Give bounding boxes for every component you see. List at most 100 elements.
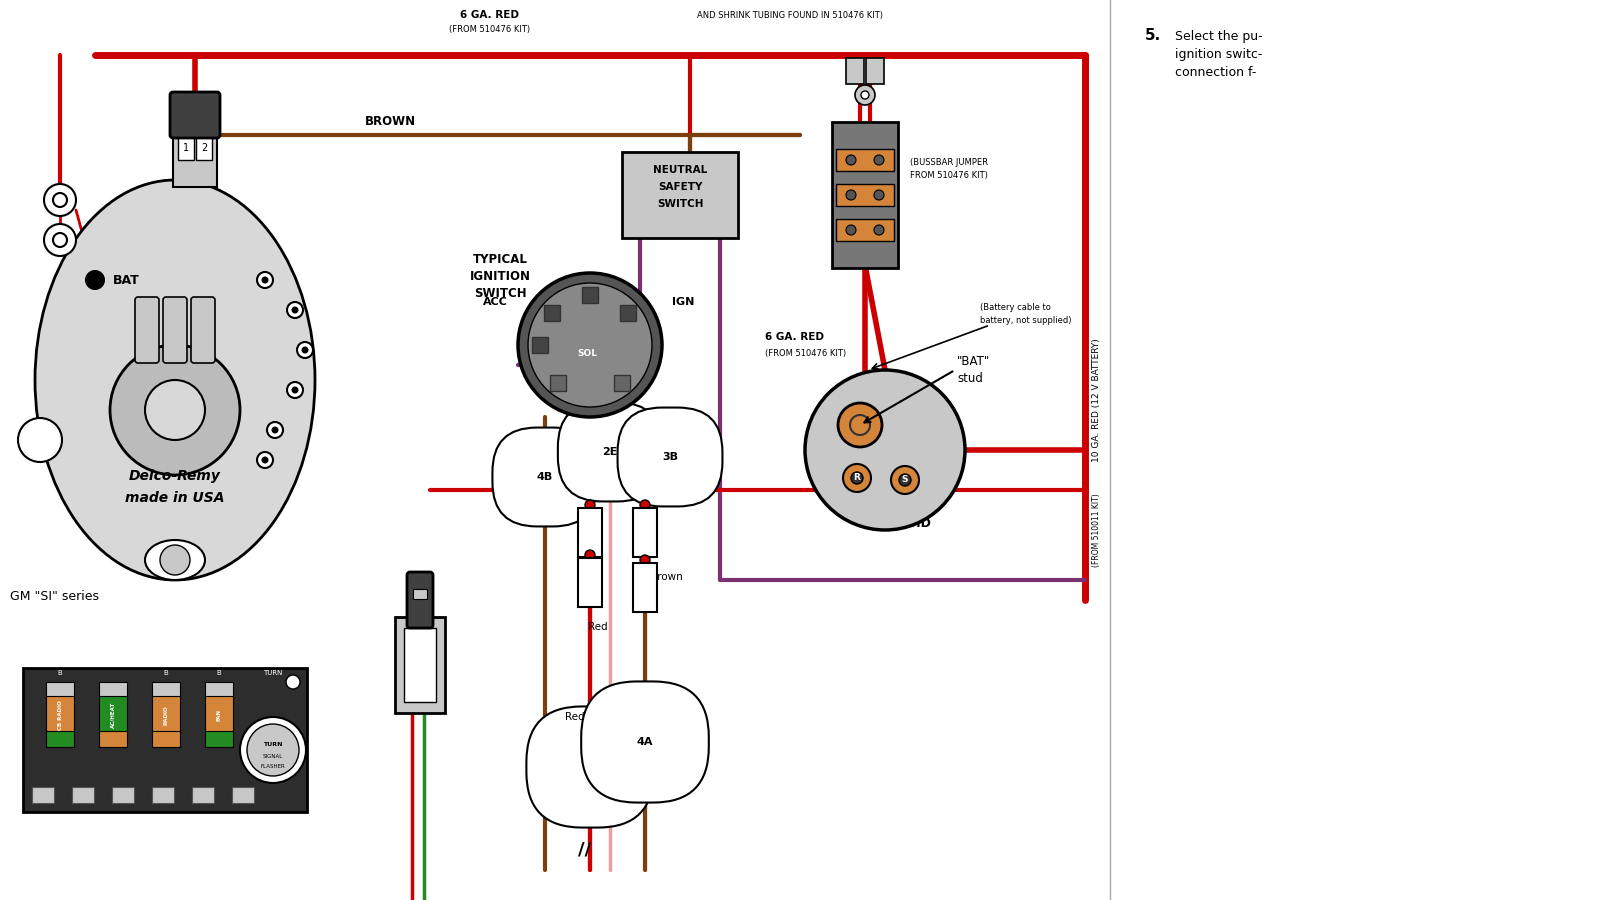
FancyBboxPatch shape: [403, 628, 435, 702]
Text: R: R: [853, 473, 861, 482]
Circle shape: [286, 675, 301, 689]
FancyBboxPatch shape: [634, 563, 658, 612]
Text: connection f-: connection f-: [1174, 66, 1256, 79]
Text: SWITCH: SWITCH: [474, 287, 526, 300]
Text: 10 GA. RED (12 V BATTERY): 10 GA. RED (12 V BATTERY): [1093, 338, 1101, 462]
Text: NEUTRAL: NEUTRAL: [653, 165, 707, 175]
Circle shape: [53, 193, 67, 207]
Text: 4B: 4B: [538, 472, 554, 482]
Text: BAT: BAT: [578, 423, 602, 433]
FancyBboxPatch shape: [550, 375, 566, 392]
FancyBboxPatch shape: [32, 787, 54, 803]
Text: 2: 2: [202, 143, 206, 153]
Text: //: //: [578, 841, 592, 859]
Text: SWITCH: SWITCH: [656, 199, 704, 209]
Text: B: B: [163, 670, 168, 676]
Text: Pink: Pink: [634, 512, 656, 522]
FancyBboxPatch shape: [395, 617, 445, 713]
FancyBboxPatch shape: [232, 787, 254, 803]
Text: 4A: 4A: [637, 737, 653, 747]
Text: BROWN: BROWN: [365, 115, 416, 128]
Text: 2E: 2E: [602, 447, 618, 457]
FancyBboxPatch shape: [846, 58, 864, 84]
FancyBboxPatch shape: [46, 682, 74, 698]
Circle shape: [286, 382, 302, 398]
FancyBboxPatch shape: [544, 305, 560, 321]
Text: IGNITION: IGNITION: [469, 270, 531, 283]
FancyBboxPatch shape: [832, 122, 898, 268]
FancyBboxPatch shape: [413, 589, 427, 599]
Circle shape: [874, 155, 883, 165]
Text: battery, not supplied): battery, not supplied): [979, 316, 1072, 325]
Text: FLASHER: FLASHER: [261, 764, 285, 770]
Circle shape: [301, 346, 309, 354]
FancyBboxPatch shape: [72, 787, 94, 803]
Circle shape: [805, 370, 965, 530]
Text: FAN: FAN: [216, 709, 221, 721]
Circle shape: [846, 225, 856, 235]
FancyBboxPatch shape: [134, 297, 158, 363]
Circle shape: [146, 380, 205, 440]
Circle shape: [518, 273, 662, 417]
FancyBboxPatch shape: [152, 696, 179, 733]
Circle shape: [640, 555, 650, 565]
Text: stud: stud: [957, 372, 982, 385]
FancyBboxPatch shape: [46, 731, 74, 747]
Circle shape: [261, 456, 269, 464]
FancyBboxPatch shape: [178, 136, 194, 160]
Text: TURN: TURN: [264, 670, 283, 676]
Circle shape: [18, 418, 62, 462]
Circle shape: [291, 386, 299, 393]
Text: FROM 510476 KIT): FROM 510476 KIT): [910, 171, 987, 180]
Circle shape: [874, 225, 883, 235]
Text: AND SHRINK TUBING FOUND IN 510476 KIT): AND SHRINK TUBING FOUND IN 510476 KIT): [698, 11, 883, 20]
Circle shape: [53, 233, 67, 247]
Circle shape: [45, 184, 77, 216]
Circle shape: [838, 403, 882, 447]
FancyBboxPatch shape: [192, 787, 214, 803]
Circle shape: [891, 466, 918, 494]
Text: SOLENOID: SOLENOID: [859, 517, 931, 530]
Circle shape: [874, 190, 883, 200]
Text: 2B: 2B: [582, 762, 598, 772]
Ellipse shape: [35, 180, 315, 580]
Circle shape: [291, 307, 299, 313]
Circle shape: [850, 415, 870, 435]
Text: made in USA: made in USA: [125, 491, 224, 505]
Circle shape: [851, 472, 862, 484]
Text: TYPICAL: TYPICAL: [472, 253, 528, 266]
FancyBboxPatch shape: [173, 128, 218, 187]
Circle shape: [258, 452, 274, 468]
Circle shape: [854, 85, 875, 105]
Text: 1: 1: [182, 143, 189, 153]
Text: (BUSSBAR JUMPER: (BUSSBAR JUMPER: [910, 158, 989, 167]
FancyBboxPatch shape: [614, 375, 630, 392]
Circle shape: [45, 224, 77, 256]
FancyBboxPatch shape: [835, 149, 894, 171]
Circle shape: [586, 550, 595, 560]
Text: Red: Red: [589, 622, 608, 632]
Circle shape: [160, 545, 190, 575]
FancyBboxPatch shape: [634, 508, 658, 557]
Circle shape: [846, 155, 856, 165]
FancyBboxPatch shape: [406, 572, 434, 628]
FancyBboxPatch shape: [22, 668, 307, 812]
FancyBboxPatch shape: [205, 731, 234, 747]
Circle shape: [240, 717, 306, 783]
FancyBboxPatch shape: [205, 682, 234, 698]
Circle shape: [899, 474, 910, 486]
FancyBboxPatch shape: [99, 696, 126, 733]
FancyBboxPatch shape: [152, 731, 179, 747]
Text: AC/HEAT: AC/HEAT: [110, 702, 115, 728]
Circle shape: [843, 464, 870, 492]
Circle shape: [846, 190, 856, 200]
FancyBboxPatch shape: [205, 696, 234, 733]
Text: (FROM 510476 KIT): (FROM 510476 KIT): [450, 25, 531, 34]
FancyBboxPatch shape: [582, 287, 598, 303]
Text: SOL: SOL: [578, 348, 597, 357]
Text: Delco-Remy: Delco-Remy: [130, 469, 221, 483]
Text: 6 GA. RED: 6 GA. RED: [765, 332, 824, 342]
FancyBboxPatch shape: [621, 305, 637, 321]
Circle shape: [246, 724, 299, 776]
Circle shape: [640, 500, 650, 510]
